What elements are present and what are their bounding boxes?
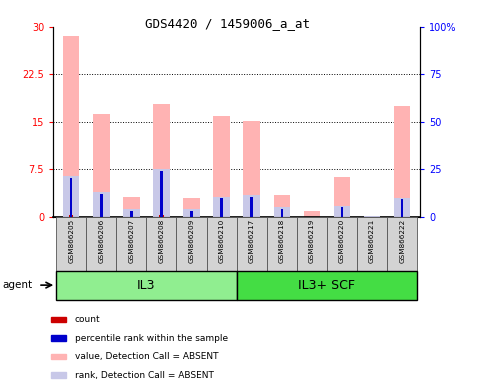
Bar — [207, 217, 237, 271]
Bar — [364, 216, 380, 217]
Text: GSM866218: GSM866218 — [279, 218, 285, 263]
Text: GDS4420 / 1459006_a_at: GDS4420 / 1459006_a_at — [144, 17, 310, 30]
Bar — [394, 198, 411, 217]
Bar — [93, 114, 110, 217]
Bar — [86, 217, 116, 271]
Bar — [70, 178, 72, 217]
Text: GSM866220: GSM866220 — [339, 218, 345, 263]
Bar — [341, 207, 343, 217]
Bar — [334, 206, 350, 217]
Bar — [213, 116, 230, 217]
Bar — [56, 217, 86, 271]
Bar — [51, 354, 66, 359]
Bar — [273, 195, 290, 217]
Bar — [123, 209, 140, 217]
Text: GSM866210: GSM866210 — [219, 218, 225, 263]
Bar — [213, 197, 230, 217]
Bar — [69, 215, 73, 217]
Bar — [123, 197, 140, 217]
Text: GSM866207: GSM866207 — [128, 218, 134, 263]
Text: agent: agent — [2, 280, 32, 290]
Bar — [159, 215, 164, 217]
Bar — [401, 199, 403, 217]
Bar — [251, 197, 253, 217]
Bar — [237, 217, 267, 271]
Text: GSM866209: GSM866209 — [188, 218, 195, 263]
Bar — [160, 171, 163, 217]
Bar — [93, 192, 110, 217]
Bar — [153, 104, 170, 217]
Text: GSM866217: GSM866217 — [249, 218, 255, 263]
Bar — [51, 372, 66, 378]
Text: GSM866208: GSM866208 — [158, 218, 164, 263]
Bar — [267, 217, 297, 271]
Bar — [51, 317, 66, 322]
Text: IL3+ SCF: IL3+ SCF — [298, 279, 355, 291]
Text: GSM866222: GSM866222 — [399, 218, 405, 263]
Text: rank, Detection Call = ABSENT: rank, Detection Call = ABSENT — [75, 371, 213, 380]
Bar — [130, 211, 133, 217]
Bar — [190, 211, 193, 217]
Bar — [100, 194, 102, 217]
Bar — [220, 198, 223, 217]
Bar — [273, 207, 290, 217]
Bar — [63, 36, 80, 217]
Bar — [297, 217, 327, 271]
Text: GSM866221: GSM866221 — [369, 218, 375, 263]
Bar — [153, 169, 170, 217]
Text: percentile rank within the sample: percentile rank within the sample — [75, 334, 228, 343]
Bar — [281, 209, 283, 217]
Bar — [327, 217, 357, 271]
Bar — [116, 217, 146, 271]
Bar — [364, 216, 380, 217]
Bar — [394, 106, 411, 217]
Bar — [237, 271, 417, 300]
Bar — [51, 335, 66, 341]
Text: value, Detection Call = ABSENT: value, Detection Call = ABSENT — [75, 352, 218, 361]
Bar — [334, 177, 350, 217]
Bar — [56, 271, 237, 300]
Bar — [176, 217, 207, 271]
Bar — [304, 211, 320, 217]
Bar — [183, 198, 200, 217]
Bar — [146, 217, 176, 271]
Text: GSM866206: GSM866206 — [98, 218, 104, 263]
Bar — [357, 217, 387, 271]
Text: count: count — [75, 315, 100, 324]
Bar — [243, 121, 260, 217]
Bar — [63, 176, 80, 217]
Text: IL3: IL3 — [137, 279, 156, 291]
Text: GSM866219: GSM866219 — [309, 218, 315, 263]
Bar — [183, 209, 200, 217]
Bar — [243, 195, 260, 217]
Bar — [387, 217, 417, 271]
Text: GSM866205: GSM866205 — [68, 218, 74, 263]
